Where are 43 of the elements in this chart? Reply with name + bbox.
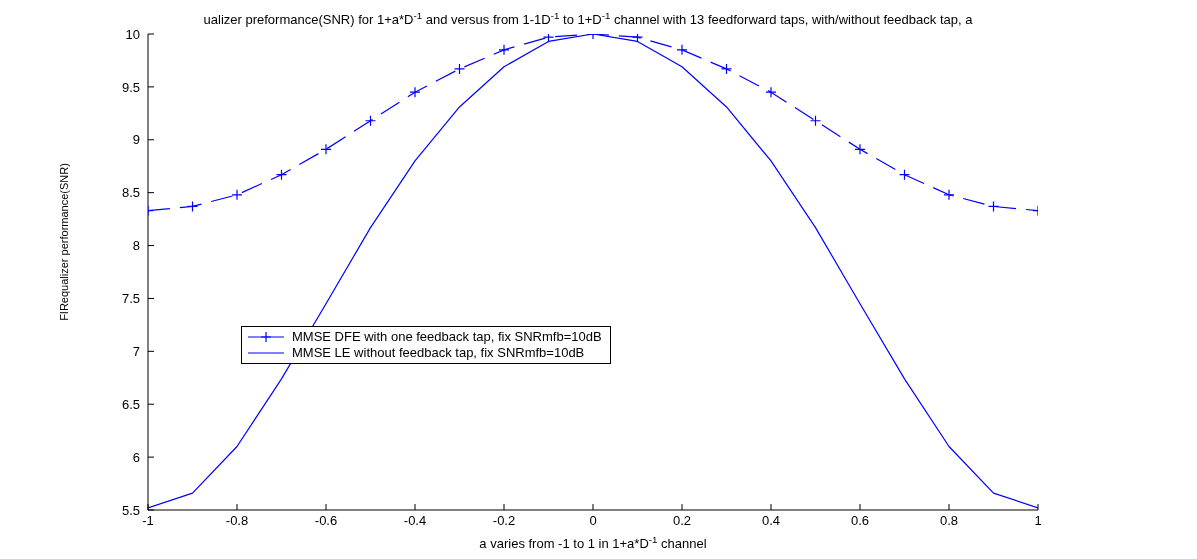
x-tick-label: 0	[589, 513, 597, 529]
point	[275, 169, 288, 181]
x-tick-label: -0.8	[225, 513, 249, 529]
point	[720, 63, 733, 75]
legend-label: MMSE DFE with one feedback tap, fix SNRmfb=10dB	[292, 329, 602, 345]
x-tick-label: 0.8	[939, 513, 959, 529]
x-axis-title: a varies from -1 to 1 in 1+a*D$^{-1}$ channel	[479, 533, 707, 551]
y-tick-label: 6.5	[121, 396, 140, 412]
y-tick-label: 9.5	[121, 79, 140, 95]
x-tick-label: -0.2	[492, 513, 516, 529]
point	[409, 86, 421, 98]
x-tick-label: 0.6	[850, 513, 870, 529]
point	[809, 115, 822, 127]
y-tick-label: 8.5	[121, 185, 140, 201]
y-tick-label: 6	[132, 449, 140, 465]
y-tick-label: 7	[132, 343, 140, 359]
x-tick-label: -0.4	[403, 513, 427, 529]
point	[320, 143, 332, 155]
point	[364, 115, 377, 127]
point	[453, 63, 466, 75]
point	[943, 189, 955, 201]
point	[498, 44, 510, 56]
x-tick-label: 0.4	[761, 513, 781, 529]
legend-label: MMSE LE without feedback tap, fix SNRmfb=10dB	[292, 345, 585, 361]
x-tick-label: -1	[142, 513, 154, 529]
x-tick-label: -0.6	[314, 513, 338, 529]
line-series	[148, 34, 1038, 509]
x-tick-label: 1	[1034, 513, 1042, 529]
chart-title: ualizer preformance(SNR) for 1+a*D$^{-1}$ and versus from 1-1D$^{-1}$ to 1+D$^{-1}$ channel with 13 feedforward taps, with/without feedback tap, a	[203, 9, 974, 27]
y-tick-label: 5.5	[121, 502, 140, 518]
point	[765, 86, 777, 98]
x-tick-label: 0.2	[672, 513, 692, 529]
y-tick-label: 7.5	[121, 291, 140, 307]
point	[676, 44, 688, 56]
y-tick-label: 8	[132, 238, 140, 254]
y-tick-label: 9	[132, 132, 140, 148]
point	[854, 143, 866, 155]
y-tick-label: 10	[125, 26, 140, 42]
point	[186, 200, 199, 213]
y-axis-title: FIRequalizer performance(SNR)	[58, 163, 70, 321]
point	[231, 189, 243, 201]
point	[898, 169, 911, 181]
point	[987, 200, 1000, 213]
